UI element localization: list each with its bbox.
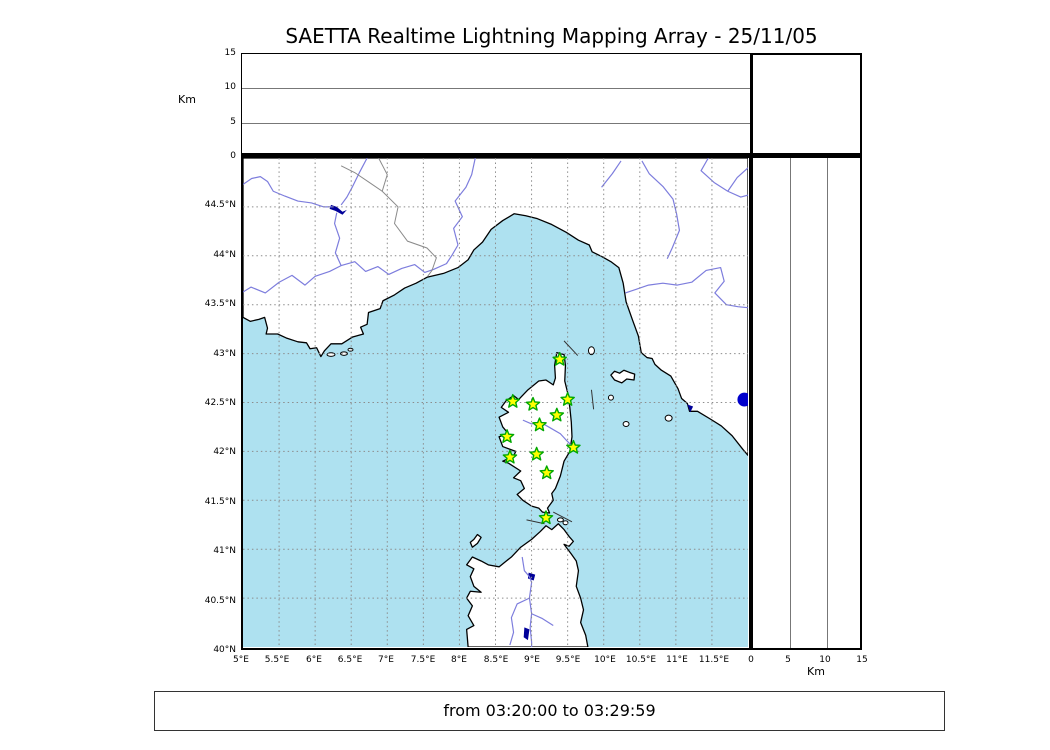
km-gridline bbox=[790, 158, 791, 648]
km-tick-label: 15 bbox=[856, 655, 868, 665]
country-border bbox=[340, 165, 383, 192]
lat-tick-label: 41°N bbox=[213, 546, 236, 556]
lat-tick-label: 44°N bbox=[213, 250, 236, 260]
lon-tick-label: 11°E bbox=[666, 655, 688, 665]
altitude-tick-label: 0 bbox=[230, 151, 236, 161]
islet bbox=[622, 421, 630, 427]
time-range-text: from 03:20:00 to 03:29:59 bbox=[443, 701, 656, 720]
lat-tick-label: 41.5°N bbox=[204, 497, 236, 507]
river bbox=[243, 212, 342, 294]
landmass-2 bbox=[465, 523, 589, 647]
plot-title: SAETTA Realtime Lightning Mapping Array … bbox=[285, 24, 818, 48]
km-tick-label: 5 bbox=[785, 655, 791, 665]
altitude-tick-label: 5 bbox=[230, 117, 236, 127]
landmass-0 bbox=[243, 158, 748, 457]
station-star-marker bbox=[532, 417, 547, 432]
lake bbox=[687, 404, 694, 413]
lon-tick-label: 7°E bbox=[378, 655, 394, 665]
river bbox=[340, 244, 459, 276]
lat-tick-label: 40.5°N bbox=[204, 596, 236, 606]
altitude-histogram-panel bbox=[241, 53, 751, 156]
lon-tick-label: 9.5°E bbox=[555, 655, 581, 665]
time-range-box: from 03:20:00 to 03:29:59 bbox=[154, 691, 945, 731]
river bbox=[700, 158, 748, 198]
lat-tick-label: 43.5°N bbox=[204, 299, 236, 309]
islet bbox=[607, 394, 614, 401]
station-star-marker bbox=[566, 439, 581, 454]
geographic-map-panel bbox=[241, 156, 751, 650]
altitude-gridline bbox=[242, 122, 750, 124]
station-star-marker bbox=[499, 429, 515, 444]
altitude-tick-label: 10 bbox=[224, 82, 236, 92]
river bbox=[522, 419, 574, 447]
lake bbox=[329, 204, 347, 215]
lat-tick-label: 42.5°N bbox=[204, 398, 236, 408]
station-star-marker bbox=[539, 465, 555, 480]
islet bbox=[340, 351, 348, 356]
altitude-axis-label-bottom: Km bbox=[807, 665, 825, 678]
islet bbox=[664, 414, 673, 422]
lon-tick-label: 6.5°E bbox=[337, 655, 363, 665]
country-border bbox=[378, 158, 437, 277]
altitude-latitude-panel bbox=[751, 156, 862, 650]
station-star-marker bbox=[552, 351, 568, 366]
river bbox=[641, 160, 681, 260]
station-star-marker bbox=[502, 449, 518, 464]
river bbox=[601, 160, 622, 188]
km-tick-label: 10 bbox=[819, 655, 831, 665]
river bbox=[453, 158, 476, 246]
islet bbox=[587, 346, 595, 356]
lon-tick-label: 8°E bbox=[451, 655, 467, 665]
station-star-marker bbox=[560, 391, 575, 406]
river bbox=[531, 613, 554, 627]
station-star-marker bbox=[505, 393, 521, 408]
altitude-gridline bbox=[242, 88, 750, 90]
altitude-axis-label-left: Km bbox=[178, 93, 196, 106]
lake bbox=[523, 627, 530, 641]
station-star-marker bbox=[549, 407, 565, 422]
river bbox=[509, 597, 530, 646]
lon-tick-label: 7.5°E bbox=[410, 655, 436, 665]
km-gridline bbox=[827, 158, 828, 648]
islet bbox=[556, 517, 564, 523]
altitude-scale-box bbox=[751, 53, 862, 156]
river bbox=[727, 167, 748, 192]
km-tick-label: 0 bbox=[748, 655, 754, 665]
altitude-tick-label: 15 bbox=[224, 48, 236, 58]
landmass-4 bbox=[610, 369, 636, 384]
seam-line bbox=[552, 511, 573, 523]
landmass-3 bbox=[469, 533, 482, 548]
station-star-marker bbox=[525, 396, 541, 411]
islet bbox=[562, 520, 569, 526]
lightning-source-dot bbox=[737, 392, 748, 407]
lat-tick-label: 40°N bbox=[213, 645, 236, 655]
station-star-marker bbox=[529, 446, 544, 461]
lat-tick-label: 44.5°N bbox=[204, 200, 236, 210]
map-canvas bbox=[243, 158, 748, 647]
lon-tick-label: 6°E bbox=[306, 655, 322, 665]
islet bbox=[347, 347, 354, 352]
lon-tick-label: 9°E bbox=[524, 655, 540, 665]
lon-tick-label: 8.5°E bbox=[483, 655, 509, 665]
river bbox=[340, 158, 368, 206]
seam-line bbox=[563, 340, 579, 356]
lon-tick-label: 5.5°E bbox=[264, 655, 290, 665]
station-star-marker bbox=[538, 510, 554, 525]
lat-tick-label: 43°N bbox=[213, 349, 236, 359]
seam-line bbox=[590, 389, 595, 410]
lon-tick-label: 11.5°E bbox=[698, 655, 730, 665]
lon-tick-label: 10°E bbox=[594, 655, 616, 665]
lat-tick-label: 42°N bbox=[213, 447, 236, 457]
lon-tick-label: 10.5°E bbox=[625, 655, 657, 665]
lon-tick-label: 5°E bbox=[233, 655, 249, 665]
